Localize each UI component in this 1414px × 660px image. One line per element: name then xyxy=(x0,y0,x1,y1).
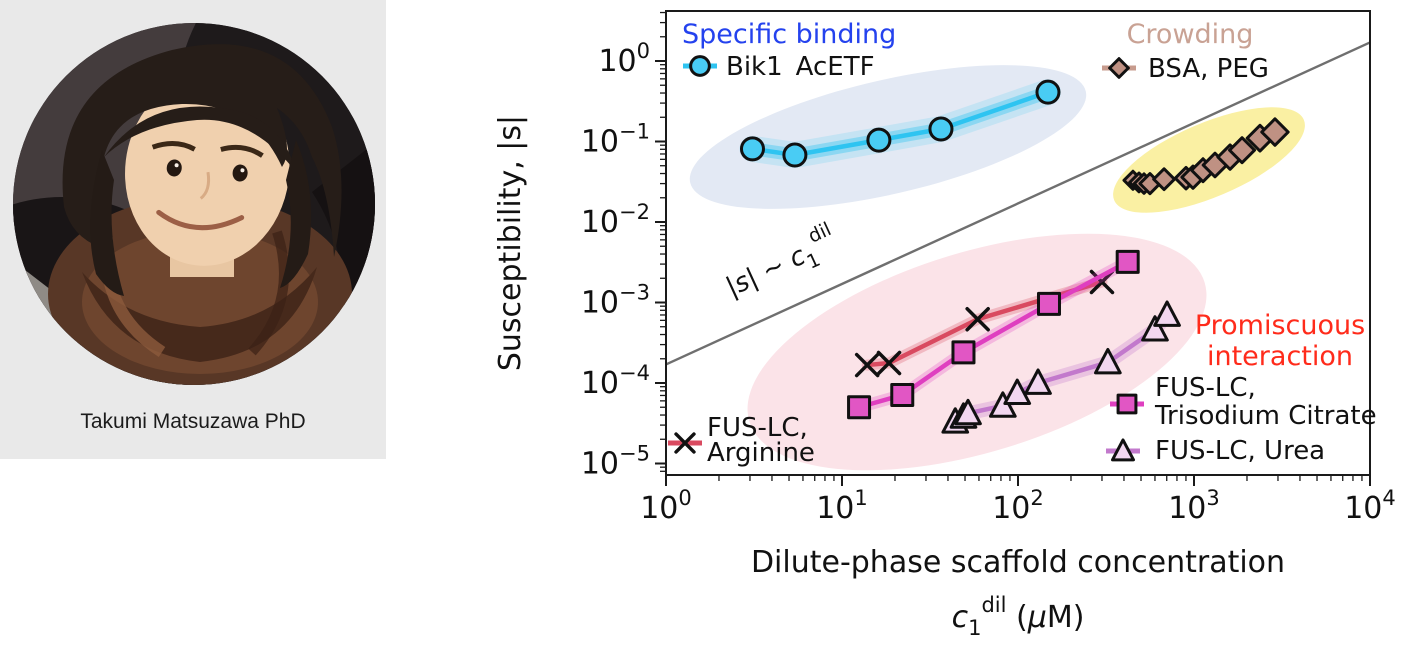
y-tick-label: 10−4 xyxy=(581,361,650,401)
data-point xyxy=(1153,300,1181,327)
legend-label-bsa-peg: BSA, PEG xyxy=(1148,54,1269,84)
data-point xyxy=(1115,249,1140,274)
legend-marker-glyph xyxy=(1116,393,1138,415)
legend-marker-glyph xyxy=(674,432,696,454)
data-point xyxy=(782,142,808,168)
data-point xyxy=(876,350,902,376)
legend-marker-fus-lc-arginine xyxy=(668,432,702,454)
scarf xyxy=(48,196,352,385)
data-point xyxy=(1141,315,1169,342)
data-point xyxy=(1260,117,1290,147)
guide-line-layer xyxy=(665,41,1371,366)
scatter-chart: 100 101 102 103 104 100 10−1 10−2 10−3 10−4 10−5 S… xyxy=(493,10,1396,640)
data-point xyxy=(1003,378,1032,405)
data-point xyxy=(866,127,892,153)
profile-card: Takumi Matsuzawa PhD xyxy=(0,0,386,459)
legend-marker-glyph xyxy=(689,55,711,77)
series-fus-lc-urea xyxy=(941,300,1181,434)
data-point xyxy=(928,116,954,142)
data-point xyxy=(739,136,765,162)
data-point xyxy=(1036,291,1061,316)
legend-label-urea: FUS-LC, Urea xyxy=(1155,436,1325,466)
legend-marker-fus-lc-trisodium-citrate xyxy=(1110,393,1144,415)
chart-text-layer: Specific binding Crowding Promiscuous in… xyxy=(493,19,1377,640)
chart-area: 100 101 102 103 104 100 10−1 10−2 10−3 10−4 10−5 S… xyxy=(414,0,1414,656)
group-title-crowding: Crowding xyxy=(1127,19,1254,50)
data-point xyxy=(1024,368,1052,395)
data-point xyxy=(1089,269,1115,295)
series-fus-lc-trisodium-citrate xyxy=(847,249,1140,420)
legend-label-bik1-acetf: Bik1 AcETF xyxy=(726,52,875,82)
legend-marker-fus-lc-urea xyxy=(1106,438,1140,462)
legend-label-citrate-line1: FUS-LC, xyxy=(1155,373,1256,403)
x-tick-label: 101 xyxy=(816,486,868,526)
legend-label-arginine-line1: FUS-LC, xyxy=(707,413,808,443)
data-point xyxy=(1228,136,1257,165)
legend-marker-bik1-acetf xyxy=(683,55,717,77)
data-point xyxy=(1152,167,1176,192)
x-axis-symbol-label: c1dil (μM) xyxy=(952,593,1085,640)
legend-marker-glyph xyxy=(1108,57,1130,79)
data-point xyxy=(847,395,872,420)
axes-layer: 100 101 102 103 104 100 10−1 10−2 10−3 10−4 10−5 xyxy=(581,10,1396,526)
y-tick-label: 10−3 xyxy=(581,281,650,321)
legend-markers-layer xyxy=(668,55,1144,462)
legend-label-citrate-line2: Trisodium Citrate xyxy=(1154,401,1377,431)
profile-photo xyxy=(12,22,376,386)
data-point xyxy=(1035,79,1061,105)
x-tick-label: 102 xyxy=(992,486,1044,526)
data-point xyxy=(951,340,976,365)
y-tick-label: 100 xyxy=(598,39,650,79)
y-tick-label: 10−1 xyxy=(581,120,650,160)
group-title-promiscuous-line1: Promiscuous xyxy=(1195,310,1365,341)
data-point xyxy=(854,352,880,378)
x-tick-label: 103 xyxy=(1168,486,1220,526)
profile-name: Takumi Matsuzawa PhD xyxy=(80,410,306,433)
x-axis-title: Dilute-phase scaffold concentration xyxy=(751,545,1285,580)
data-point xyxy=(1094,347,1122,375)
data-series-layer xyxy=(739,79,1290,434)
y-axis-title: Susceptibility, |s| xyxy=(493,115,528,371)
hair xyxy=(62,44,342,296)
legend-label-arginine-line2: Arginine xyxy=(707,438,815,468)
x-tick-label: 104 xyxy=(1344,486,1396,526)
guide-line-label: |s| ~ c1dil xyxy=(718,218,844,308)
data-point xyxy=(954,398,982,426)
profile-photo-svg xyxy=(13,23,375,385)
legend-marker-glyph xyxy=(1111,438,1135,462)
portrait-illustration xyxy=(13,23,375,385)
y-tick-label: 10−2 xyxy=(581,200,650,240)
series-bsa-peg xyxy=(1122,117,1290,196)
guide-line xyxy=(665,41,1371,366)
y-tick-label: 10−5 xyxy=(581,442,650,482)
group-title-specific-binding: Specific binding xyxy=(682,19,896,50)
data-point xyxy=(965,306,990,332)
legend-marker-bsa-peg xyxy=(1102,57,1136,79)
series-bik1-acetf xyxy=(739,79,1061,168)
group-title-promiscuous-line2: interaction xyxy=(1207,341,1353,372)
data-point xyxy=(890,382,915,407)
x-tick-label: 100 xyxy=(640,486,692,526)
